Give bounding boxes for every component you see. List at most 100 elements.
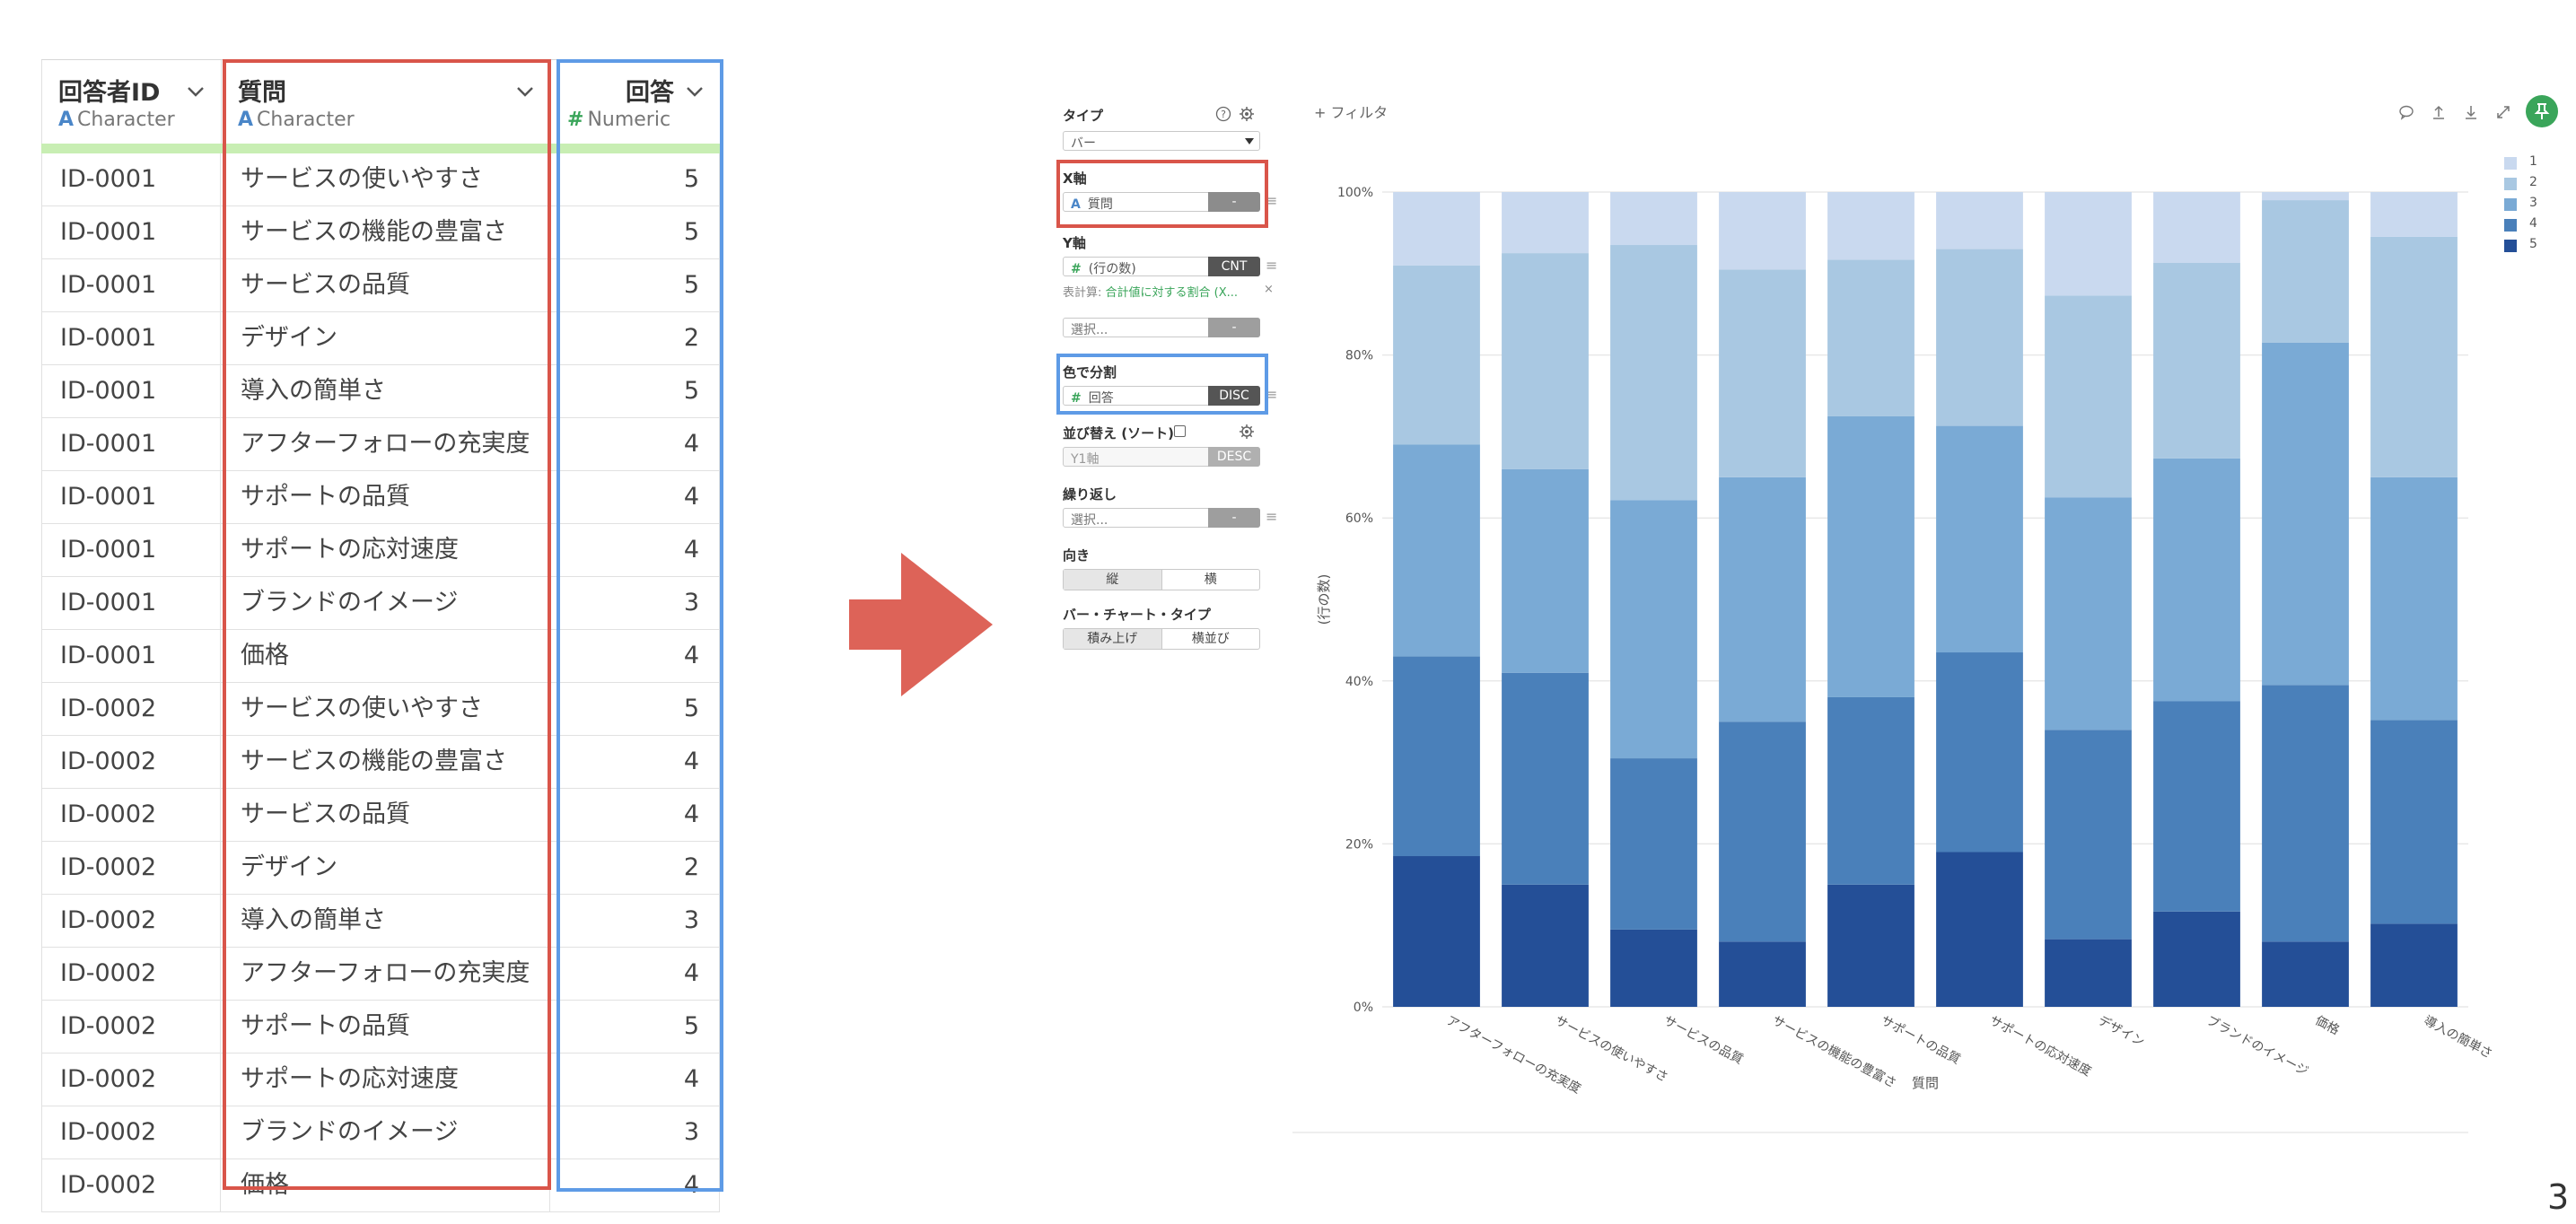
table-calculation[interactable]: 表計算: 合計値に対する割合 (X... ×	[1063, 283, 1278, 300]
bar-type-label: バー・チャート・タイプ	[1063, 607, 1211, 623]
table-row[interactable]: ID-0002 デザイン 2	[41, 842, 720, 895]
table-row[interactable]: ID-0002 サポートの品質 5	[41, 1001, 720, 1054]
table-row[interactable]: ID-0002 導入の簡単さ 3	[41, 895, 720, 948]
bar-segment	[1393, 192, 1480, 266]
bar-type-side-by-side[interactable]: 横並び	[1161, 629, 1260, 649]
column-header-respondent-id[interactable]: 回答者ID A Character	[41, 60, 222, 144]
character-type-icon: A	[58, 109, 74, 131]
close-icon[interactable]: ×	[1264, 283, 1274, 296]
drag-handle-icon[interactable]: ≡	[1266, 192, 1278, 209]
respondent-id-cell: ID-0001	[41, 577, 221, 629]
answer-cell: 2	[550, 842, 720, 894]
sort-label: 並び替え (ソート)	[1063, 425, 1174, 442]
y-axis-extra-field[interactable]: 選択... -	[1063, 318, 1260, 337]
column-title: 質問	[238, 79, 286, 107]
bar-segment	[1827, 415, 1914, 697]
chevron-down-icon[interactable]	[184, 80, 207, 103]
sort-field: Y1軸 DESC	[1063, 447, 1260, 467]
column-header-question[interactable]: 質問 A Character	[221, 60, 551, 144]
column-type: A Character	[238, 109, 355, 131]
comment-icon[interactable]	[2398, 104, 2414, 120]
bar-segment	[1719, 721, 1806, 942]
answer-cell: 5	[550, 259, 720, 311]
table-row[interactable]: ID-0001 アフターフォローの充実度 4	[41, 418, 720, 471]
y-tick-label: 40%	[1345, 675, 1373, 689]
expand-icon[interactable]	[2495, 104, 2511, 120]
orientation-vertical[interactable]: 縦	[1064, 570, 1161, 590]
answer-cell: 4	[550, 736, 720, 788]
table-row[interactable]: ID-0002 価格 4	[41, 1159, 720, 1212]
help-icon[interactable]: ?	[1215, 106, 1231, 122]
table-row[interactable]: ID-0002 サポートの応対速度 4	[41, 1054, 720, 1106]
x-axis-aggregate-button[interactable]: -	[1208, 192, 1260, 212]
answer-cell: 5	[550, 1001, 720, 1053]
x-axis-label: X軸	[1063, 170, 1087, 187]
table-row[interactable]: ID-0001 サポートの応対速度 4	[41, 524, 720, 577]
legend-label: 2	[2529, 175, 2537, 189]
x-axis-field[interactable]: A 質問 -	[1063, 192, 1260, 212]
table-row[interactable]: ID-0001 サービスの機能の豊富さ 5	[41, 206, 720, 259]
filter-button[interactable]: + フィルタ	[1314, 101, 1388, 122]
y-axis-extra-button[interactable]: -	[1208, 318, 1260, 337]
y-axis-aggregate-button[interactable]: CNT	[1208, 257, 1260, 276]
x-tick-label: 導入の簡単さ	[2422, 1013, 2495, 1062]
legend-label: 1	[2529, 154, 2537, 169]
gear-icon[interactable]	[1239, 424, 1255, 440]
table-row[interactable]: ID-0001 サービスの使いやすさ 5	[41, 153, 720, 206]
gear-icon[interactable]	[1239, 106, 1255, 122]
chevron-down-icon[interactable]	[513, 80, 537, 103]
sort-field-value: Y1軸	[1071, 452, 1100, 467]
column-title: 回答者ID	[58, 79, 161, 107]
table-row[interactable]: ID-0001 ブランドのイメージ 3	[41, 577, 720, 630]
upload-icon[interactable]	[2431, 104, 2447, 120]
bar-segment	[2045, 497, 2132, 730]
table-row[interactable]: ID-0001 サポートの品質 4	[41, 471, 720, 524]
table-row[interactable]: ID-0002 ブランドのイメージ 3	[41, 1106, 720, 1159]
drag-handle-icon[interactable]: ≡	[1266, 386, 1278, 403]
color-split-field[interactable]: # 回答 DISC	[1063, 386, 1260, 406]
right-arrow-icon	[849, 553, 993, 696]
drag-handle-icon[interactable]: ≡	[1266, 257, 1278, 274]
repeat-label: 繰り返し	[1063, 486, 1117, 503]
table-row[interactable]: ID-0001 デザイン 2	[41, 312, 720, 365]
bar-segment	[1827, 884, 1914, 1007]
bar-segment	[2045, 295, 2132, 498]
bar-segment	[1393, 656, 1480, 857]
bar-segment	[1936, 852, 2023, 1007]
bar-segment	[2045, 192, 2132, 296]
chart-type-select[interactable]: バー	[1063, 131, 1260, 151]
color-split-mode-button[interactable]: DISC	[1208, 386, 1260, 406]
filter-label: フィルタ	[1330, 104, 1389, 121]
column-type: # Numeric	[567, 109, 670, 131]
drag-handle-icon[interactable]: ≡	[1266, 508, 1278, 525]
chevron-down-icon[interactable]	[683, 80, 706, 103]
x-tick-label: サポートの応対速度	[1987, 1013, 2094, 1079]
respondent-id-cell: ID-0001	[41, 365, 221, 417]
numeric-type-icon: #	[1071, 262, 1082, 276]
question-cell: 価格	[221, 1159, 550, 1211]
table-row[interactable]: ID-0001 サービスの品質 5	[41, 259, 720, 312]
table-row[interactable]: ID-0002 アフターフォローの充実度 4	[41, 948, 720, 1001]
pin-button[interactable]	[2526, 95, 2558, 127]
respondent-id-cell: ID-0002	[41, 842, 221, 894]
y-tick-label: 100%	[1337, 186, 1373, 200]
answer-cell: 4	[550, 471, 720, 523]
table-row[interactable]: ID-0001 導入の簡単さ 5	[41, 365, 720, 418]
repeat-field[interactable]: 選択... -	[1063, 508, 1260, 528]
bar-segment	[1719, 192, 1806, 270]
table-calc-prefix: 表計算:	[1063, 286, 1102, 300]
y-axis-field[interactable]: # (行の数) CNT	[1063, 257, 1260, 276]
table-row[interactable]: ID-0002 サービスの使いやすさ 5	[41, 683, 720, 736]
download-icon[interactable]	[2463, 104, 2479, 120]
y-tick-label: 60%	[1345, 511, 1373, 526]
character-type-icon: A	[238, 109, 254, 131]
question-cell: アフターフォローの充実度	[221, 418, 550, 470]
orientation-toggle: 縦 横	[1063, 569, 1260, 590]
sort-checkbox[interactable]	[1174, 425, 1186, 437]
x-tick-label: 価格	[2313, 1013, 2342, 1037]
table-row[interactable]: ID-0002 サービスの品質 4	[41, 789, 720, 842]
color-split-highlight	[1056, 354, 1268, 415]
repeat-button[interactable]: -	[1208, 508, 1260, 528]
bar-type-stacked[interactable]: 積み上げ	[1064, 629, 1161, 649]
orientation-horizontal[interactable]: 横	[1161, 570, 1260, 590]
